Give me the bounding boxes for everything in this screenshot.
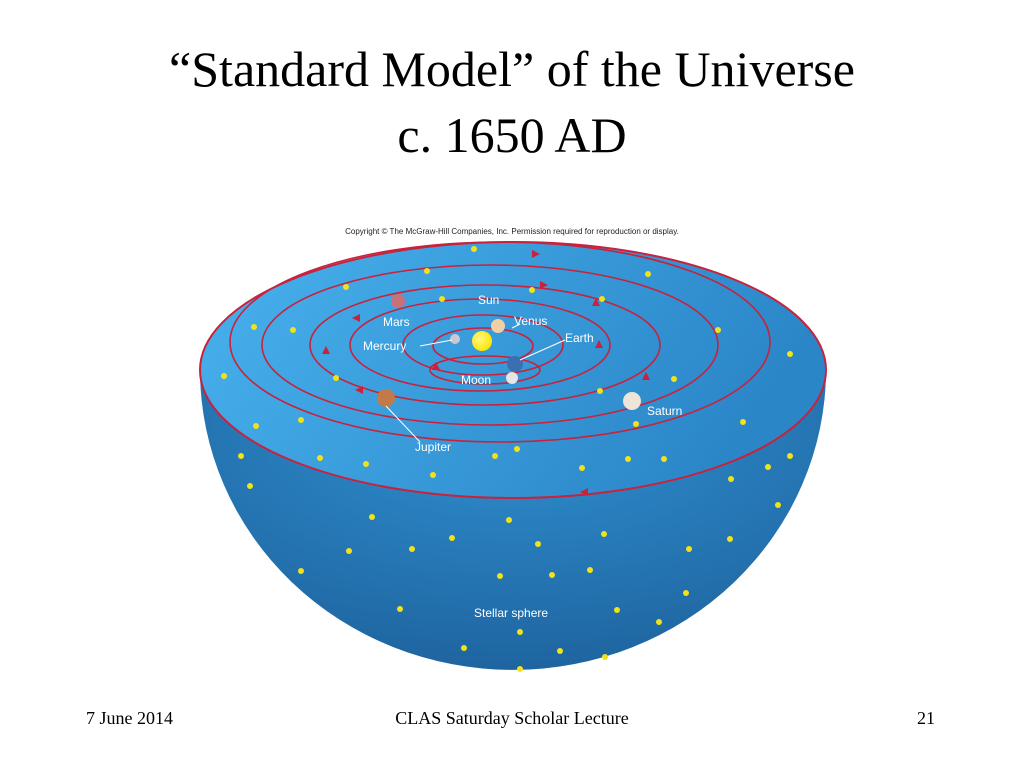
saturn-marker <box>623 392 641 410</box>
star <box>238 453 244 459</box>
star <box>333 375 339 381</box>
star <box>579 465 585 471</box>
star <box>471 246 477 252</box>
star <box>506 517 512 523</box>
star <box>614 607 620 613</box>
label-mars: Mars <box>383 315 410 329</box>
mercury-marker <box>450 334 460 344</box>
star <box>517 629 523 635</box>
star <box>683 590 689 596</box>
star <box>424 268 430 274</box>
star <box>686 546 692 552</box>
star <box>251 324 257 330</box>
label-venus: Venus <box>514 314 547 328</box>
label-saturn: Saturn <box>647 404 682 418</box>
star <box>430 472 436 478</box>
orbit-venus <box>402 314 564 376</box>
star <box>601 531 607 537</box>
orbit-moon <box>429 355 541 385</box>
star <box>633 421 639 427</box>
footer-page-number: 21 <box>917 708 935 728</box>
star <box>645 271 651 277</box>
orbit-mars <box>309 284 661 406</box>
star <box>253 423 259 429</box>
stars <box>221 246 793 672</box>
star <box>661 456 667 462</box>
label-mercury: Mercury <box>363 339 406 353</box>
label-sun: Sun <box>478 293 499 307</box>
star <box>740 419 746 425</box>
star <box>775 502 781 508</box>
orbit-arrows <box>322 250 650 496</box>
copyright-text: Copyright © The McGraw-Hill Companies, I… <box>345 227 679 236</box>
star <box>727 536 733 542</box>
label-moon: Moon <box>461 373 491 387</box>
star <box>715 327 721 333</box>
star <box>671 376 677 382</box>
star <box>549 572 555 578</box>
slide-title-line2: c. 1650 AD <box>397 107 627 163</box>
label-earth: Earth <box>565 331 594 345</box>
star <box>787 453 793 459</box>
orbit-jupiter <box>261 264 719 426</box>
star <box>363 461 369 467</box>
planets <box>377 294 641 410</box>
orbit-saturn <box>229 241 771 443</box>
earth-marker <box>507 356 523 372</box>
star <box>597 388 603 394</box>
star <box>497 573 503 579</box>
footer-lecture-title: CLAS Saturday Scholar Lecture <box>395 708 629 728</box>
label-stellar-sphere: Stellar sphere <box>474 606 548 620</box>
star <box>346 548 352 554</box>
star <box>599 296 605 302</box>
star <box>409 546 415 552</box>
slide-title-line1: “Standard Model” of the Universe <box>169 41 855 97</box>
star <box>343 284 349 290</box>
star <box>449 535 455 541</box>
star <box>439 296 445 302</box>
star <box>397 606 403 612</box>
orbit-sun <box>349 298 611 392</box>
star <box>461 645 467 651</box>
orbit-mercury <box>432 327 534 365</box>
footer-date: 7 June 2014 <box>86 708 173 728</box>
star <box>602 654 608 660</box>
star <box>728 476 734 482</box>
moon-marker <box>506 372 518 384</box>
star <box>625 456 631 462</box>
sun-marker <box>472 331 492 351</box>
star <box>557 648 563 654</box>
star <box>587 567 593 573</box>
star <box>765 464 771 470</box>
star <box>656 619 662 625</box>
orbits <box>229 241 771 443</box>
star <box>492 453 498 459</box>
star <box>290 327 296 333</box>
star <box>517 666 523 672</box>
star <box>535 541 541 547</box>
label-jupiter: Jupiter <box>415 440 451 454</box>
mars-marker <box>391 294 405 308</box>
stellar-sphere-bowl <box>200 370 826 670</box>
star <box>298 417 304 423</box>
star <box>787 351 793 357</box>
star <box>317 455 323 461</box>
star <box>247 483 253 489</box>
star <box>529 287 535 293</box>
star <box>298 568 304 574</box>
star <box>221 373 227 379</box>
star <box>514 446 520 452</box>
venus-marker <box>491 319 505 333</box>
jupiter-marker <box>377 389 395 407</box>
star <box>369 514 375 520</box>
leader-lines <box>385 323 566 443</box>
